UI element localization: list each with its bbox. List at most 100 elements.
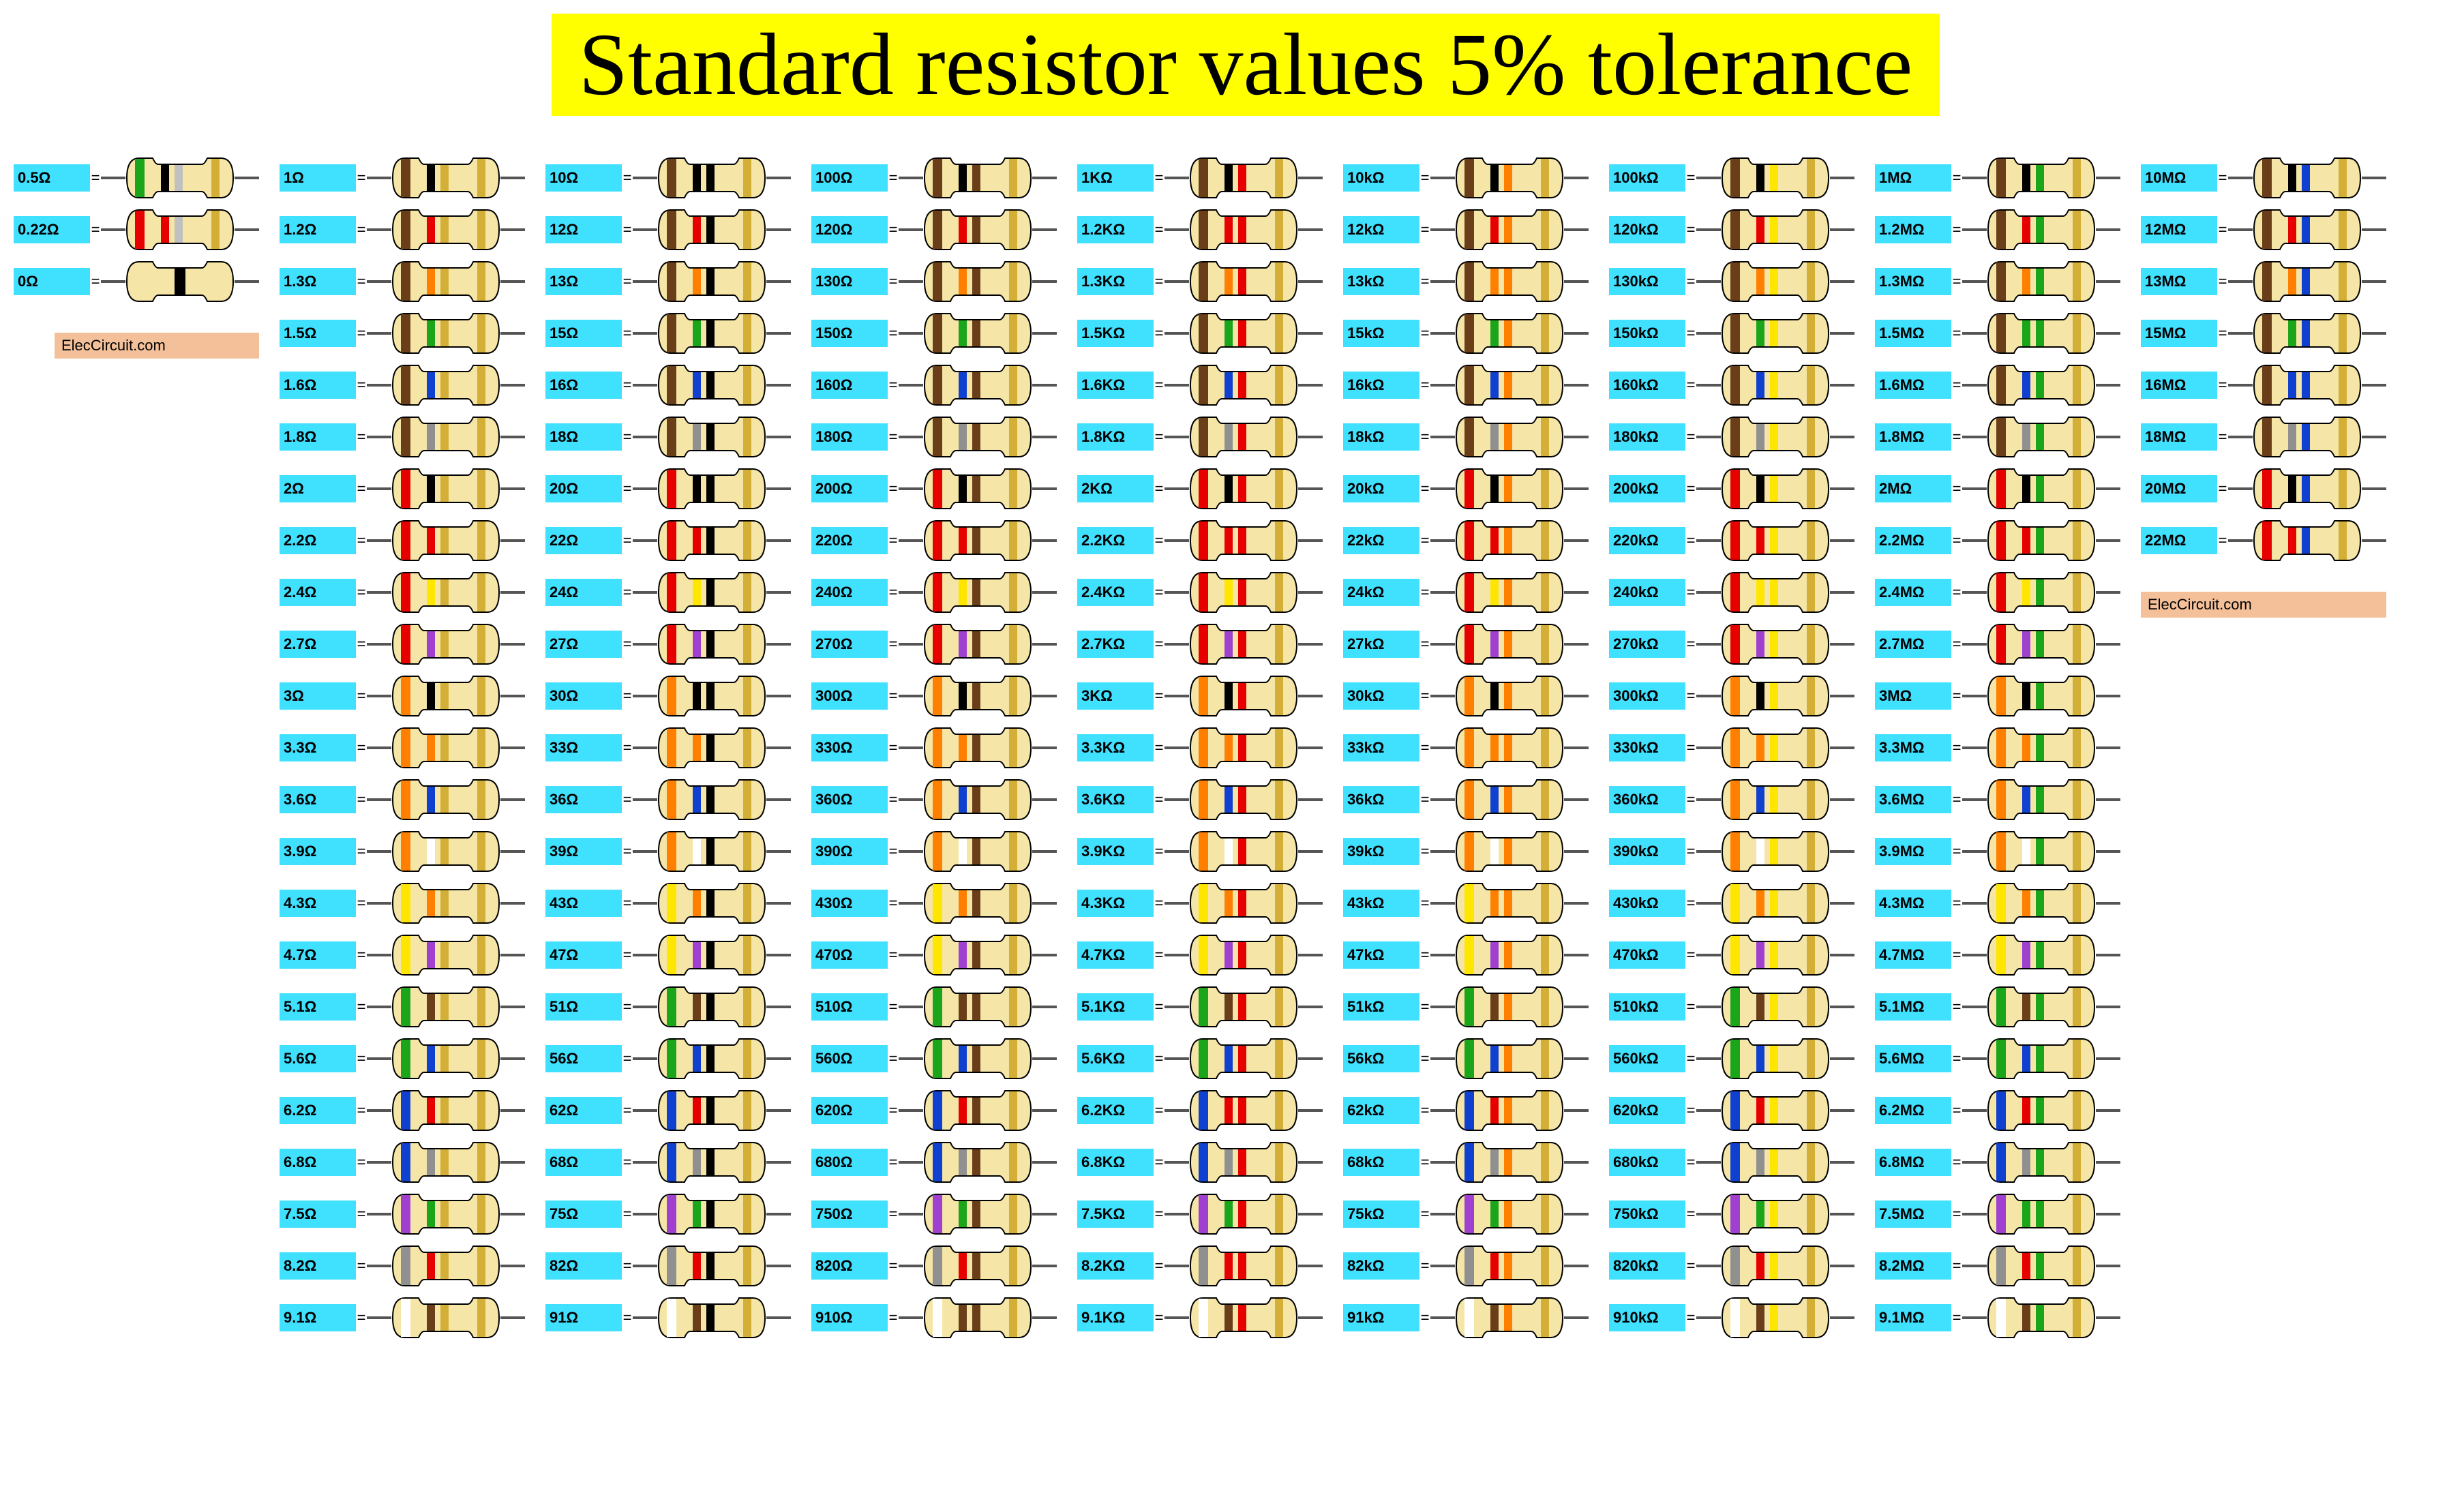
resistor-body [923, 830, 1032, 873]
equals-sign: = [888, 1050, 899, 1068]
resistor-row: 91Ω= [545, 1297, 791, 1339]
lead-wire [1430, 798, 1455, 801]
equals-sign: = [1419, 1205, 1430, 1223]
resistor-value-label: 82Ω [545, 1252, 622, 1280]
lead-wire [1962, 1161, 1987, 1164]
equals-sign: = [622, 1050, 633, 1068]
resistor-value-label: 39Ω [545, 838, 622, 865]
lead-wire [2096, 902, 2120, 905]
lead-wire [1696, 1006, 1721, 1008]
lead-wire [2096, 1006, 2120, 1008]
lead-wire [633, 1006, 657, 1008]
resistor-body [1721, 1089, 1830, 1132]
resistor-column: 100Ω= 120Ω= 130Ω= 150Ω= 160Ω= 180Ω= 200Ω… [811, 157, 1057, 1339]
resistor-value-label: 13Ω [545, 268, 622, 295]
lead-wire [500, 436, 525, 438]
lead-wire [633, 902, 657, 905]
resistor-value-label: 120kΩ [1609, 216, 1685, 243]
resistor-body [1721, 623, 1830, 665]
lead-wire [899, 332, 923, 335]
equals-sign: = [356, 221, 367, 239]
resistor-value-label: 10MΩ [2141, 164, 2217, 192]
lead-wire [367, 798, 391, 801]
equals-sign: = [622, 1205, 633, 1223]
resistor-body [391, 571, 500, 614]
lead-wire [500, 177, 525, 179]
resistor-body [1189, 1193, 1298, 1235]
equals-sign: = [2217, 169, 2228, 187]
lead-wire [1165, 591, 1189, 594]
resistor-value-label: 18kΩ [1343, 423, 1419, 451]
equals-sign: = [888, 1205, 899, 1223]
resistor-body [657, 934, 766, 976]
resistor-body [1189, 934, 1298, 976]
resistor-body [1721, 519, 1830, 562]
lead-wire [1962, 695, 1987, 697]
lead-wire [1962, 332, 1987, 335]
equals-sign: = [622, 273, 633, 290]
resistor-body [2253, 416, 2362, 458]
resistor-row: 150kΩ= [1609, 312, 1854, 354]
resistor-row: 1.3KΩ= [1077, 260, 1323, 303]
equals-sign: = [1154, 687, 1165, 705]
equals-sign: = [622, 428, 633, 446]
lead-wire [1962, 1213, 1987, 1215]
resistor-body [923, 779, 1032, 821]
lead-wire [1564, 954, 1589, 956]
resistor-body [1987, 623, 2096, 665]
lead-wire [1298, 643, 1323, 646]
resistor-value-label: 0.5Ω [14, 164, 90, 192]
lead-wire [2096, 591, 2120, 594]
lead-wire [633, 1161, 657, 1164]
resistor-body [923, 1141, 1032, 1183]
resistor-value-label: 22Ω [545, 527, 622, 554]
resistor-value-label: 180kΩ [1609, 423, 1685, 451]
resistor-body [1721, 882, 1830, 924]
resistor-body [923, 364, 1032, 406]
resistor-row: 2.2KΩ= [1077, 519, 1323, 562]
lead-wire [1962, 746, 1987, 749]
lead-wire [1696, 487, 1721, 490]
lead-wire [1165, 539, 1189, 542]
resistor-value-label: 390kΩ [1609, 838, 1685, 865]
lead-wire [1298, 746, 1323, 749]
lead-wire [1298, 1265, 1323, 1267]
lead-wire [1298, 850, 1323, 853]
resistor-value-label: 3.6KΩ [1077, 786, 1154, 813]
resistor-value-label: 160Ω [811, 372, 888, 399]
resistor-body [391, 882, 500, 924]
resistor-value-label: 4.3MΩ [1875, 890, 1951, 917]
resistor-body [923, 260, 1032, 303]
lead-wire [2362, 539, 2386, 542]
equals-sign: = [888, 739, 899, 757]
lead-wire [1696, 643, 1721, 646]
lead-wire [2228, 436, 2253, 438]
lead-wire [899, 384, 923, 387]
resistor-body [1721, 157, 1830, 199]
lead-wire [1696, 954, 1721, 956]
resistor-body [2253, 260, 2362, 303]
resistor-value-label: 130kΩ [1609, 268, 1685, 295]
resistor-value-label: 1MΩ [1875, 164, 1951, 192]
lead-wire [1830, 487, 1854, 490]
lead-wire [1430, 643, 1455, 646]
lead-wire [1962, 228, 1987, 231]
resistor-value-label: 33kΩ [1343, 734, 1419, 761]
resistor-body [1721, 260, 1830, 303]
lead-wire [367, 746, 391, 749]
resistor-value-label: 560Ω [811, 1045, 888, 1072]
lead-wire [633, 280, 657, 283]
lead-wire [633, 695, 657, 697]
resistor-row: 2.4MΩ= [1875, 571, 2120, 614]
resistor-body [1721, 312, 1830, 354]
lead-wire [1430, 228, 1455, 231]
lead-wire [766, 954, 791, 956]
resistor-row: 91kΩ= [1343, 1297, 1589, 1339]
equals-sign: = [356, 946, 367, 964]
resistor-body [1721, 571, 1830, 614]
lead-wire [500, 1161, 525, 1164]
resistor-value-label: 240Ω [811, 579, 888, 606]
resistor-body [657, 779, 766, 821]
resistor-value-label: 1.6MΩ [1875, 372, 1951, 399]
resistor-body [391, 727, 500, 769]
